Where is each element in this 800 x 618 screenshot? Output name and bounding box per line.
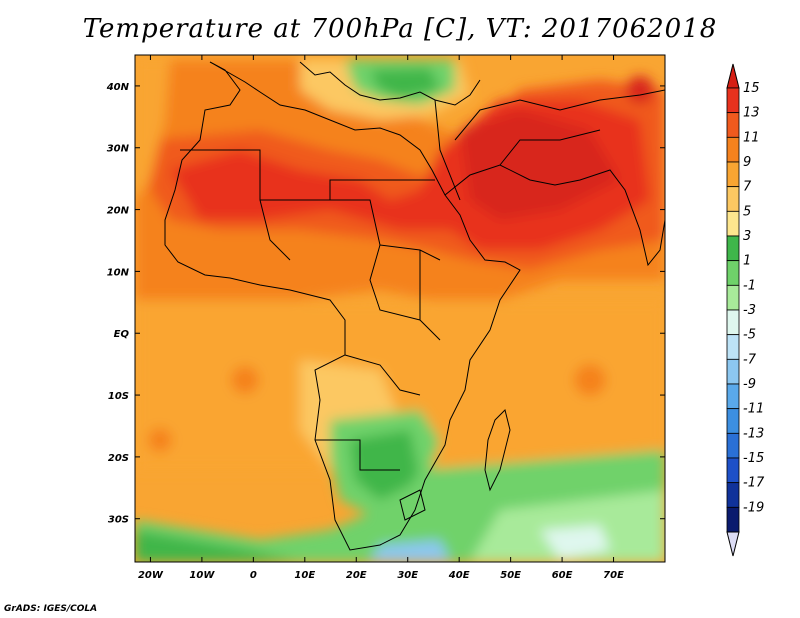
colorbar-label: -15 bbox=[743, 451, 764, 466]
lat-tick-label: 10N bbox=[107, 267, 130, 278]
colorbar-top-arrow bbox=[726, 63, 740, 89]
colorbar-label: 3 bbox=[743, 229, 751, 244]
colorbar-swatch bbox=[726, 432, 740, 459]
latitude-axis: 40N 30N 20N 10N EQ 10S 20S 30S bbox=[106, 82, 665, 526]
lon-tick-label: 30E bbox=[397, 570, 418, 581]
colorbar-label: -7 bbox=[743, 352, 757, 367]
lon-tick-label: 50E bbox=[500, 570, 521, 581]
lon-tick-label: 10E bbox=[294, 570, 315, 581]
colorbar-bottom-arrow bbox=[726, 531, 740, 557]
colorbar-swatch bbox=[726, 112, 740, 138]
lat-tick-label: 30N bbox=[107, 144, 130, 155]
lon-tick-label: 40E bbox=[448, 570, 470, 581]
colorbar-swatch bbox=[726, 309, 740, 336]
lon-tick-label: 20W bbox=[138, 570, 164, 581]
lon-tick-label: 10W bbox=[189, 570, 215, 581]
lon-tick-label: 0 bbox=[250, 570, 257, 581]
lat-tick-label: 40N bbox=[106, 82, 130, 93]
colorbar-swatch bbox=[726, 235, 740, 262]
colorbar-label: -11 bbox=[743, 402, 764, 417]
map-frame bbox=[134, 54, 666, 563]
lat-tick-label: EQ bbox=[114, 329, 130, 340]
colorbar-swatch bbox=[726, 482, 740, 508]
colorbar-label: 1 bbox=[743, 254, 751, 269]
colorbar-swatch bbox=[726, 457, 740, 484]
colorbar-swatch bbox=[726, 161, 740, 188]
lon-tick-label: 60E bbox=[552, 570, 573, 581]
credit-text: GrADS: IGES/COLA bbox=[4, 604, 98, 614]
colorbar-legend: 15 13 11 9 7 5 3 1 -1 -3 -5 -7 -9 -11 -13 -15 -17 -19 bbox=[726, 63, 765, 557]
lat-tick-label: 20N bbox=[107, 206, 130, 217]
colorbar-swatch bbox=[726, 136, 740, 163]
colorbar-swatch bbox=[726, 358, 740, 385]
colorbar-label: -1 bbox=[743, 278, 756, 293]
lon-tick-label: 20E bbox=[346, 570, 367, 581]
colorbar-label: -19 bbox=[743, 500, 764, 515]
lat-tick-label: 20S bbox=[108, 453, 129, 464]
colorbar-label: 15 bbox=[743, 81, 760, 96]
colorbar-swatch bbox=[726, 284, 740, 311]
colorbar-swatch bbox=[726, 408, 740, 434]
colorbar-swatch bbox=[726, 506, 740, 533]
lat-tick-label: 30S bbox=[108, 515, 129, 526]
map-title: Temperature at 700hPa [C], VT: 201706201… bbox=[82, 14, 718, 44]
colorbar-label: -5 bbox=[743, 328, 756, 343]
colorbar-swatch bbox=[726, 260, 740, 286]
colorbar-label: -9 bbox=[743, 377, 756, 392]
colorbar-swatch bbox=[726, 383, 740, 410]
colorbar-label: 7 bbox=[743, 180, 752, 195]
colorbar-label: -3 bbox=[743, 303, 756, 318]
temperature-field bbox=[135, 55, 665, 562]
colorbar-label: 9 bbox=[743, 155, 751, 170]
colorbar-label: 13 bbox=[743, 106, 760, 121]
colorbar-label: -13 bbox=[743, 426, 764, 441]
colorbar-swatch bbox=[726, 210, 740, 237]
colorbar-swatch bbox=[726, 87, 740, 114]
colorbar-label: 11 bbox=[743, 130, 760, 145]
colorbar-swatch bbox=[726, 186, 740, 212]
coastlines bbox=[164, 61, 665, 551]
lat-tick-label: 10S bbox=[108, 391, 129, 402]
colorbar-label: -17 bbox=[743, 476, 765, 491]
lon-tick-label: 70E bbox=[603, 570, 624, 581]
colorbar-swatch bbox=[726, 334, 740, 360]
longitude-axis: 20W 10W 0 10E 20E 30E 40E 50E 60E 70E bbox=[138, 55, 624, 581]
colorbar-label: 5 bbox=[743, 204, 751, 219]
